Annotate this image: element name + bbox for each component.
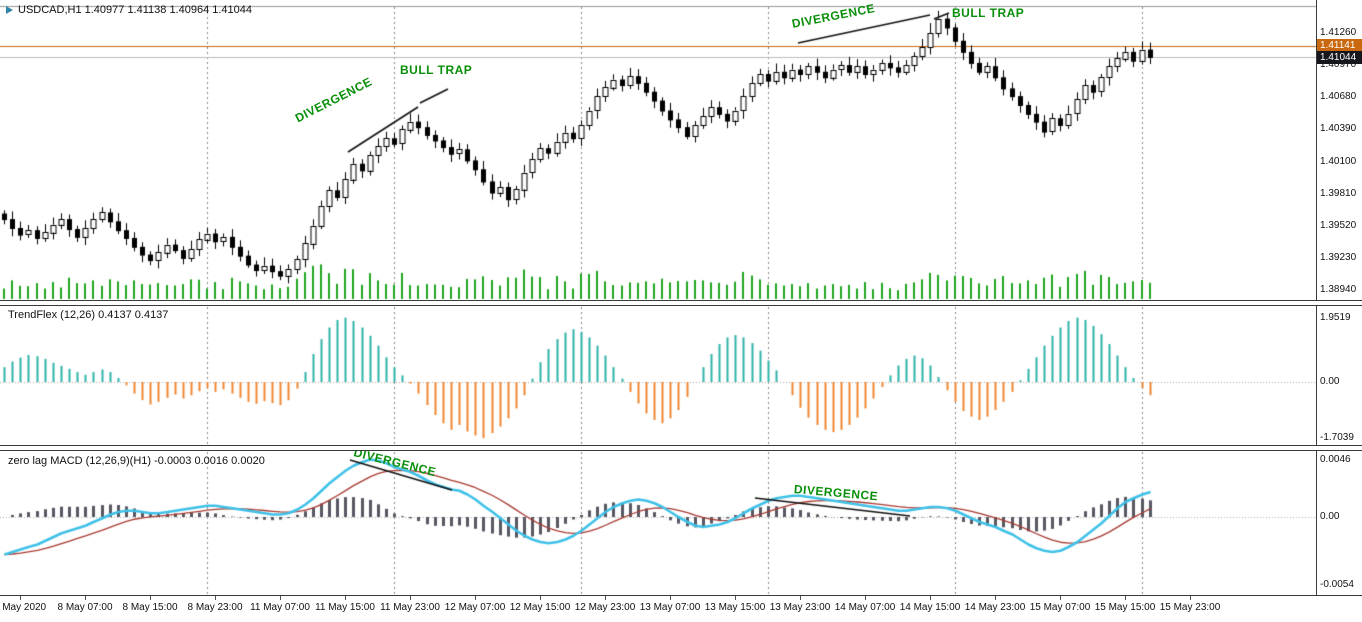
ask-price-badge: 1.41141 bbox=[1317, 39, 1362, 53]
time-axis-tick bbox=[1190, 596, 1191, 600]
price-axis-label: 1.39520 bbox=[1320, 219, 1357, 231]
time-axis-label: 8 May 23:00 bbox=[187, 602, 243, 613]
time-axis-tick bbox=[1060, 596, 1061, 600]
trendflex-axis-label: 0.00 bbox=[1320, 376, 1340, 387]
time-axis-label: 8 May 15:00 bbox=[122, 602, 178, 613]
macd-axis-label: 0.00 bbox=[1320, 511, 1340, 522]
time-axis-tick bbox=[215, 596, 216, 600]
time-axis-label: 8 May 07:00 bbox=[57, 602, 113, 613]
time-axis-label: 13 May 07:00 bbox=[639, 602, 701, 613]
bid-price-badge: 1.41044 bbox=[1317, 50, 1362, 64]
time-axis[interactable]: 7 May 2020 8 May 07:00 8 May 15:00 8 May 23… bbox=[0, 595, 1362, 622]
time-axis-tick bbox=[800, 596, 801, 600]
time-axis-label: 12 May 15:00 bbox=[509, 602, 571, 613]
price-axis-label: 1.41260 bbox=[1320, 27, 1357, 38]
price-axis-label: 1.39230 bbox=[1320, 251, 1357, 263]
time-axis-label: 12 May 07:00 bbox=[444, 602, 506, 613]
time-axis-tick bbox=[540, 596, 541, 600]
price-axis-label: 1.40100 bbox=[1320, 155, 1357, 167]
price-axis-label: 1.40390 bbox=[1320, 123, 1357, 135]
price-axis-label: 1.40680 bbox=[1320, 91, 1357, 103]
price-axis-label: 1.40970 bbox=[1320, 59, 1357, 71]
time-axis-tick bbox=[865, 596, 866, 600]
time-axis-tick bbox=[670, 596, 671, 600]
time-axis-tick bbox=[475, 596, 476, 600]
time-axis-tick bbox=[85, 596, 86, 600]
panel-resize-handle[interactable] bbox=[0, 445, 1362, 451]
time-axis-tick bbox=[1125, 596, 1126, 600]
time-axis-label: 7 May 2020 bbox=[0, 602, 47, 613]
price-axis-label: 1.39810 bbox=[1320, 187, 1357, 199]
symbol-ohlc-label: USDCAD,H1 1.40977 1.41138 1.40964 1.4104… bbox=[18, 4, 253, 16]
time-axis-label: 15 May 07:00 bbox=[1029, 602, 1091, 613]
price-axis[interactable]: 1.41141 1.41044 1.41260 1.40970 1.40680 1.4… bbox=[1316, 0, 1362, 595]
time-axis-tick bbox=[605, 596, 606, 600]
time-axis-label: 11 May 15:00 bbox=[315, 602, 375, 613]
time-axis-tick bbox=[20, 596, 21, 600]
time-axis-label: 15 May 23:00 bbox=[1159, 602, 1221, 613]
time-axis-tick bbox=[150, 596, 151, 600]
time-axis-tick bbox=[345, 596, 346, 600]
time-axis-label: 14 May 07:00 bbox=[834, 602, 896, 613]
time-axis-tick bbox=[995, 596, 996, 600]
panel-resize-handle[interactable] bbox=[0, 300, 1362, 306]
time-axis-tick bbox=[410, 596, 411, 600]
macd-axis-label: 0.0046 bbox=[1320, 453, 1351, 465]
time-axis-label: 14 May 15:00 bbox=[899, 602, 961, 613]
price-axis-label: 1.38940 bbox=[1320, 284, 1357, 295]
time-axis-label: 13 May 23:00 bbox=[769, 602, 831, 613]
chart-title: USDCAD,H1 1.40977 1.41138 1.40964 1.4104… bbox=[6, 4, 252, 16]
time-axis-label: 14 May 23:00 bbox=[964, 602, 1026, 613]
time-axis-tick bbox=[280, 596, 281, 600]
symbol-marker-icon bbox=[6, 6, 13, 14]
time-axis-label: 11 May 07:00 bbox=[250, 602, 310, 613]
time-axis-label: 11 May 23:00 bbox=[380, 602, 440, 613]
time-axis-label: 12 May 23:00 bbox=[574, 602, 636, 613]
time-axis-tick bbox=[930, 596, 931, 600]
macd-axis-label: -0.0054 bbox=[1320, 578, 1354, 590]
macd-indicator-label: zero lag MACD (12,26,9)(H1) -0.0003 0.00… bbox=[8, 455, 265, 467]
annotation-bull-trap-1[interactable]: BULL TRAP bbox=[400, 63, 473, 77]
chart-canvas[interactable] bbox=[0, 0, 1316, 595]
trendflex-axis-label: -1.7039 bbox=[1320, 432, 1354, 444]
time-axis-label: 15 May 15:00 bbox=[1094, 602, 1156, 613]
time-axis-label: 13 May 15:00 bbox=[704, 602, 766, 613]
time-axis-tick bbox=[735, 596, 736, 600]
trendflex-axis-label: 1.9519 bbox=[1320, 311, 1351, 323]
trendflex-indicator-label: TrendFlex (12,26) 0.4137 0.4137 bbox=[8, 309, 169, 321]
annotation-bull-trap-2[interactable]: BULL TRAP bbox=[952, 6, 1025, 20]
